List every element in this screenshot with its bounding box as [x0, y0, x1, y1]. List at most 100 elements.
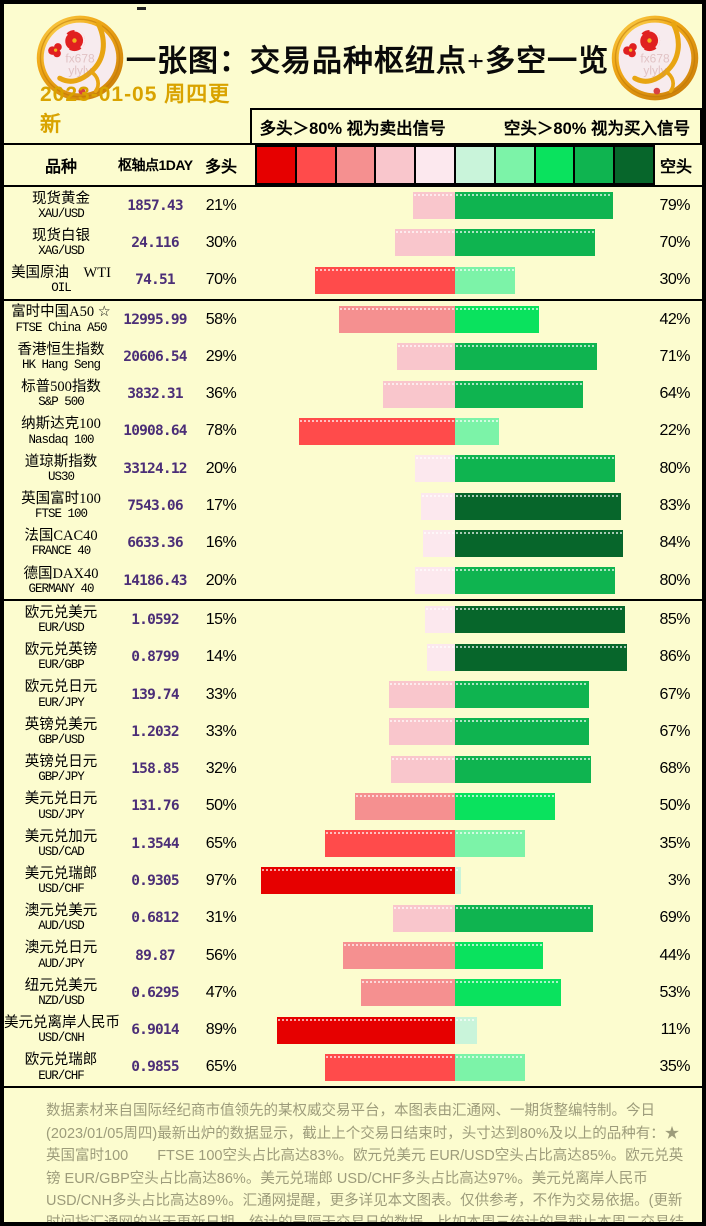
- bar-spacer: [255, 455, 415, 482]
- short-percent: 35%: [659, 834, 690, 852]
- long-short-bar: [255, 792, 655, 820]
- pivot-value: 20606.54: [123, 348, 187, 365]
- long-short-bar: [255, 306, 655, 334]
- pivot-value: 10908.64: [123, 423, 187, 440]
- long-percent: 33%: [205, 685, 237, 703]
- instrument-name-en: XAG/USD: [38, 244, 85, 259]
- pivot-value: 12995.99: [123, 311, 187, 328]
- long-percent: 58%: [205, 310, 237, 328]
- pivot-value: 6633.36: [127, 535, 183, 552]
- instrument-name-cn: 欧元兑日元: [24, 679, 98, 696]
- table-row: 欧元兑瑞郎 EUR/CHF 0.9855 65% 35%: [4, 1049, 702, 1086]
- instrument-name-en: Nasdaq 100: [28, 432, 94, 447]
- table-row: 英国富时100 FTSE 100 7543.06 17% 83%: [4, 487, 702, 524]
- bar-spacer: [255, 681, 389, 708]
- color-scale: [255, 145, 655, 185]
- long-percent: 20%: [205, 459, 237, 477]
- short-bar-segment: [455, 755, 591, 783]
- table-row: 道琼斯指数 US30 33124.12 20% 80%: [4, 450, 702, 487]
- pivot-value: 0.6295: [131, 984, 179, 1001]
- short-percent: 11%: [660, 1021, 691, 1039]
- long-short-bar: [255, 755, 655, 783]
- instrument-name-cn: 现货白银: [32, 227, 90, 244]
- instrument-name: 标普500指数 S&P 500: [4, 379, 118, 409]
- instrument-name-cn: 纳斯达克100: [21, 416, 101, 433]
- long-bar-segment: [343, 942, 455, 970]
- bar-spacer: [255, 756, 391, 783]
- pivot-value: 74.51: [135, 272, 175, 289]
- instrument-name-cn: 澳元兑日元: [24, 940, 98, 957]
- instrument-name-en: US30: [47, 469, 75, 484]
- long-bar-segment: [391, 755, 455, 783]
- notes-section: 数据素材来自国际经纪商市值领先的某权威交易平台，本图表由汇通网、一期货整编特制。…: [4, 1086, 702, 1222]
- col-header-short: 空头: [659, 159, 692, 176]
- long-short-bar: [255, 1053, 655, 1081]
- long-percent: 65%: [205, 1058, 237, 1076]
- scale-swatch: [493, 147, 534, 183]
- long-bar-segment: [355, 792, 455, 820]
- table-row: 英镑兑美元 GBP/USD 1.2032 33% 67%: [4, 713, 702, 750]
- long-bar-segment: [325, 1053, 455, 1081]
- table-row: 法国CAC40 FRANCE 40 6633.36 16% 84%: [4, 525, 702, 562]
- table-row: 澳元兑美元 AUD/USD 0.6812 31% 69%: [4, 900, 702, 937]
- instrument-name: 美国原油 WTI OIL: [4, 265, 118, 295]
- instrument-name-cn: 道琼斯指数: [24, 453, 98, 470]
- table-row: 美元兑瑞郎 USD/CHF 0.9305 97% 3%: [4, 862, 702, 899]
- short-bar-segment: [455, 492, 621, 520]
- plum-blossom-icon: [638, 29, 661, 52]
- pivot-value: 0.9855: [131, 1059, 179, 1076]
- short-percent: 30%: [659, 271, 690, 289]
- bar-spacer: [255, 979, 361, 1006]
- bar-spacer: [255, 905, 393, 932]
- long-percent: 47%: [205, 983, 237, 1001]
- table-row: 美元兑日元 USD/JPY 131.76 50% 50%: [4, 788, 702, 825]
- short-percent: 42%: [659, 310, 690, 328]
- instrument-name-en: FTSE 100: [34, 507, 88, 522]
- long-bar-segment: [389, 718, 455, 746]
- long-bar-segment: [315, 266, 455, 294]
- instrument-name-cn: 美元兑加元: [24, 828, 98, 845]
- long-short-bar: [255, 417, 655, 445]
- long-percent: 89%: [205, 1021, 237, 1039]
- instrument-name: 美元兑日元 USD/JPY: [4, 791, 118, 821]
- instrument-name-cn: 法国CAC40: [24, 528, 98, 545]
- long-bar-segment: [425, 606, 455, 634]
- scale-swatch: [334, 147, 375, 183]
- instrument-name-en: EUR/JPY: [38, 695, 85, 710]
- pivot-value: 33124.12: [123, 460, 187, 477]
- bar-spacer: [255, 942, 343, 969]
- table-row: 美元兑离岸人民币 USD/CNH 6.9014 89% 11%: [4, 1012, 702, 1049]
- short-percent: 50%: [659, 797, 690, 815]
- scale-swatch: [613, 147, 653, 183]
- instrument-name-cn: 美国原油 WTI: [11, 265, 111, 282]
- group-separator: [4, 599, 702, 602]
- instrument-name: 法国CAC40 FRANCE 40: [4, 528, 118, 558]
- short-bar-segment: [455, 1016, 477, 1044]
- instrument-name: 澳元兑美元 AUD/USD: [4, 903, 118, 933]
- bar-spacer: [255, 793, 355, 820]
- instrument-name-en: GERMANY 40: [28, 581, 94, 596]
- table-row: 英镑兑日元 GBP/JPY 158.85 32% 68%: [4, 750, 702, 787]
- col-header-long: 多头: [204, 159, 237, 176]
- instrument-name: 欧元兑英镑 EUR/GBP: [4, 642, 118, 672]
- small-blossom-icon: [623, 43, 637, 58]
- long-percent: 14%: [205, 648, 237, 666]
- instrument-name: 现货黄金 XAU/USD: [4, 191, 118, 221]
- short-bar-segment: [455, 792, 555, 820]
- pivot-value: 24.116: [131, 234, 179, 251]
- long-short-bar: [255, 567, 655, 595]
- long-bar-segment: [339, 306, 455, 334]
- page-title: 一张图：交易品种枢纽点+多空一览: [126, 45, 610, 78]
- short-bar-segment: [455, 643, 627, 671]
- pivot-value: 0.6812: [131, 910, 179, 927]
- table-header: 品种 枢轴点1DAY 多头 空头: [4, 145, 702, 187]
- instrument-name: 纽元兑美元 NZD/USD: [4, 978, 118, 1008]
- coin-ornament-icon: fx678 ylyly: [611, 15, 699, 101]
- top-dash-mark: [137, 7, 146, 10]
- long-bar-segment: [325, 830, 455, 858]
- short-percent: 53%: [659, 983, 690, 1001]
- instrument-name: 德国DAX40 GERMANY 40: [4, 566, 118, 596]
- long-short-bar: [255, 979, 655, 1007]
- short-percent: 22%: [659, 422, 690, 440]
- long-bar-segment: [389, 681, 455, 708]
